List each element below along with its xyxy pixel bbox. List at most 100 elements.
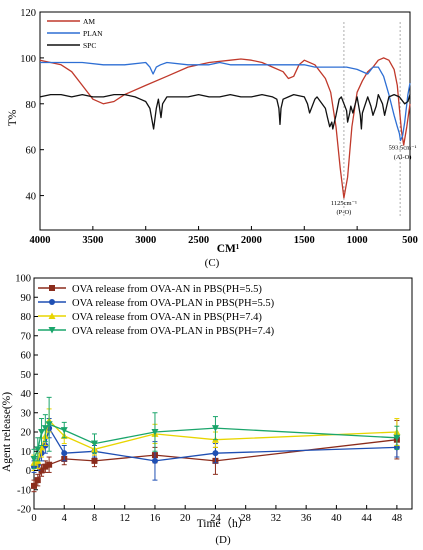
release-y-axis-title: Agent release(%) bbox=[1, 392, 13, 472]
data-point bbox=[38, 429, 46, 436]
release-legend-marker bbox=[48, 312, 56, 319]
data-point bbox=[91, 457, 98, 464]
data-point bbox=[34, 477, 41, 484]
ir-annotation: 593.5cm⁻¹ bbox=[389, 145, 417, 152]
release-panel-label: (D) bbox=[215, 534, 231, 546]
data-point bbox=[211, 425, 219, 432]
ir-annotations: 1125cm⁻¹ (P-O) 593.5cm⁻¹ (Al-O) bbox=[331, 145, 417, 216]
ir-x-tick-label: 3500 bbox=[82, 235, 103, 246]
release-y-tick-label: 30 bbox=[21, 408, 32, 419]
release-y-tick-label: 50 bbox=[21, 370, 32, 381]
release-series-line bbox=[33, 426, 397, 468]
data-point bbox=[393, 434, 401, 442]
release-legend-marker bbox=[48, 327, 56, 334]
ir-x-tick-label: 2000 bbox=[241, 235, 262, 246]
release-y-tick-label: 90 bbox=[21, 293, 32, 304]
ir-y-tick-label: 80 bbox=[26, 100, 37, 111]
release-x-tick-label: 12 bbox=[119, 513, 130, 524]
release-legend-label: OVA release from OVA-PLAN in PBS(PH=5.5) bbox=[72, 298, 275, 309]
ir-legend-label: AM bbox=[83, 17, 95, 26]
release-x-tick-label: 40 bbox=[331, 513, 342, 524]
data-point bbox=[212, 450, 219, 457]
data-point bbox=[30, 455, 38, 463]
ir-annotation: (P-O) bbox=[337, 209, 352, 216]
release-y-tick-label: 60 bbox=[21, 351, 32, 362]
release-y-ticks: -20 -10 0 10 20 30 40 50 60 70 80 90 100 bbox=[15, 274, 38, 516]
data-point bbox=[38, 467, 45, 474]
release-y-tick-label: 20 bbox=[21, 428, 32, 439]
ir-y-axis-title: T% bbox=[7, 109, 19, 126]
ir-y-tick-label: 100 bbox=[20, 54, 36, 65]
release-y-tick-label: 70 bbox=[21, 331, 32, 342]
data-point bbox=[34, 446, 42, 453]
ir-x-tick-label: 1500 bbox=[294, 235, 315, 246]
release-series-line bbox=[33, 439, 397, 487]
data-point bbox=[90, 440, 98, 448]
ir-series-line-spc bbox=[39, 93, 411, 130]
release-y-tick-label: -20 bbox=[17, 505, 31, 516]
release-legend-marker bbox=[49, 299, 55, 305]
release-x-ticks: 0 4 8 12 16 20 24 28 32 36 40 44 48 bbox=[31, 505, 402, 524]
ir-y-tick-label: 40 bbox=[26, 192, 37, 203]
release-x-axis-title: Time（h） bbox=[197, 517, 250, 530]
release-y-tick-label: 10 bbox=[21, 447, 32, 458]
release-legend-marker bbox=[49, 285, 55, 291]
release-y-tick-label: 40 bbox=[21, 389, 32, 400]
release-x-tick-label: 36 bbox=[301, 513, 312, 524]
release-series-4 bbox=[30, 396, 401, 470]
release-x-tick-label: 4 bbox=[62, 513, 68, 524]
release-y-tick-label: 0 bbox=[26, 466, 31, 477]
ir-plot-frame bbox=[39, 11, 411, 231]
data-point bbox=[46, 461, 53, 468]
data-point bbox=[151, 457, 158, 464]
ir-x-axis-title: CM¹ bbox=[217, 243, 240, 255]
data-point bbox=[31, 482, 37, 489]
release-x-tick-label: 32 bbox=[271, 513, 282, 524]
ir-x-tick-label: 500 bbox=[402, 235, 418, 246]
release-x-tick-label: 48 bbox=[392, 513, 403, 524]
release-y-tick-label: -10 bbox=[17, 485, 31, 496]
ir-x-tick-label: 4000 bbox=[30, 235, 51, 246]
ir-y-tick-label: 120 bbox=[20, 8, 36, 19]
release-x-tick-label: 0 bbox=[31, 513, 36, 524]
release-series-line bbox=[33, 423, 397, 460]
data-point bbox=[61, 450, 68, 457]
data-point bbox=[42, 463, 49, 470]
release-x-tick-label: 20 bbox=[180, 513, 191, 524]
release-legend-label: OVA release from OVA-PLAN in PBS(PH=7.4) bbox=[72, 326, 275, 337]
release-x-tick-label: 24 bbox=[210, 513, 221, 524]
release-x-tick-label: 16 bbox=[150, 513, 161, 524]
ir-series-lines bbox=[39, 57, 411, 199]
ir-x-tick-label: 2500 bbox=[188, 235, 209, 246]
release-y-tick-label: 80 bbox=[21, 312, 32, 323]
release-series bbox=[30, 396, 401, 493]
release-y-tick-label: 100 bbox=[15, 274, 31, 285]
ir-legend: AM PLAN SPC bbox=[47, 17, 103, 50]
release-x-tick-label: 28 bbox=[240, 513, 251, 524]
release-legend-label: OVA release from OVA-AN in PBS(PH=5.5) bbox=[72, 284, 262, 295]
ir-series-line-am bbox=[39, 57, 411, 199]
ir-reference-lines bbox=[343, 22, 401, 216]
data-point bbox=[60, 427, 68, 434]
release-x-tick-label: 44 bbox=[361, 513, 372, 524]
ir-x-tick-label: 3000 bbox=[135, 235, 156, 246]
ir-legend-label: SPC bbox=[83, 41, 96, 50]
data-point bbox=[45, 421, 53, 428]
ir-y-tick-label: 60 bbox=[26, 146, 37, 157]
release-x-tick-label: 8 bbox=[92, 513, 97, 524]
ir-x-ticks: 4000 3500 3000 2500 2000 1500 1000 500 bbox=[30, 226, 418, 246]
release-legend: OVA release from OVA-AN in PBS(PH=5.5) OV… bbox=[38, 284, 275, 337]
ir-y-ticks: 40 60 80 100 120 bbox=[20, 8, 44, 203]
data-point bbox=[41, 425, 49, 432]
ir-annotation: 1125cm⁻¹ bbox=[331, 200, 357, 207]
ir-x-tick-label: 1000 bbox=[347, 235, 368, 246]
ir-legend-label: PLAN bbox=[83, 29, 103, 38]
release-panel: 0 4 8 12 16 20 24 28 32 36 40 44 48 -20-100102030405… bbox=[1, 274, 413, 546]
release-series-line bbox=[33, 419, 397, 464]
ir-series-line-plan bbox=[40, 61, 411, 142]
ir-panel-label: (C) bbox=[205, 257, 220, 269]
ir-spectrum-panel: 4000 3500 3000 2500 2000 1500 1000 500 40 60 80 10… bbox=[7, 8, 418, 269]
release-legend-label: OVA release from OVA-AN in PBS(PH=7.4) bbox=[72, 312, 262, 323]
